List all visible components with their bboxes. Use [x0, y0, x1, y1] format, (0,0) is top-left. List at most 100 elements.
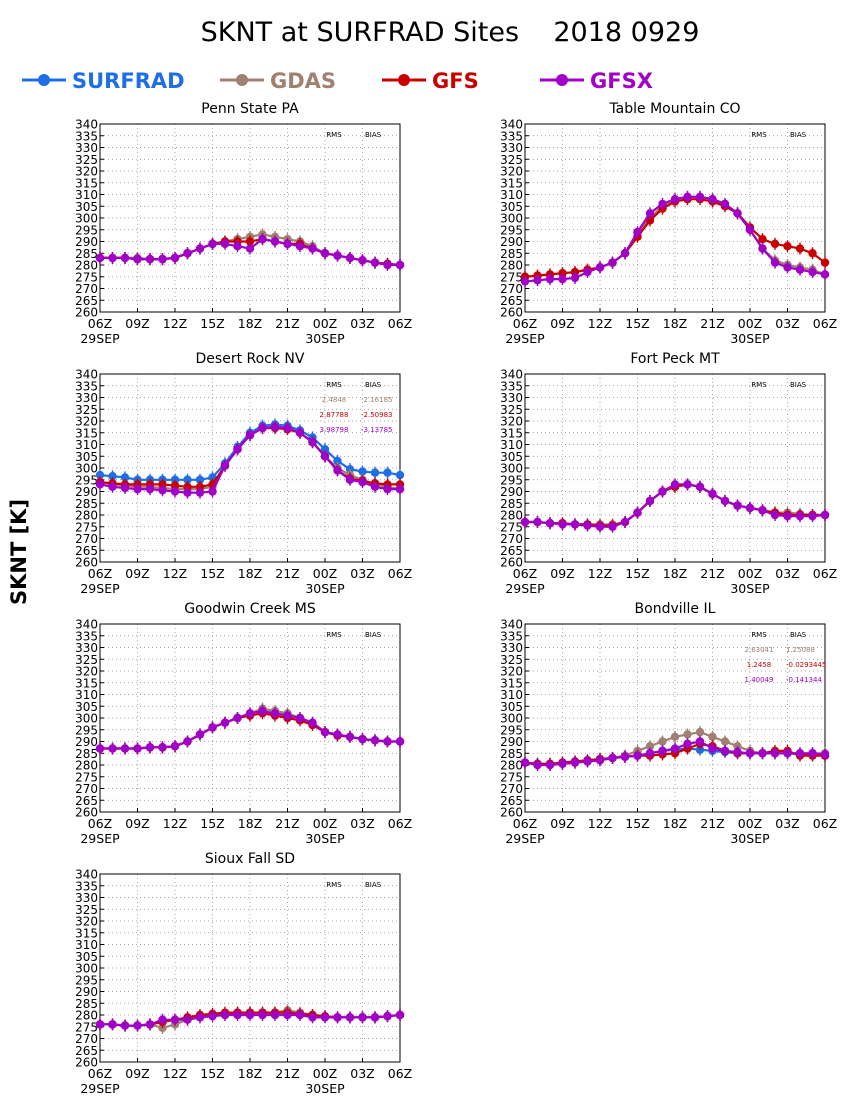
- y-tick-label: 310: [75, 938, 98, 952]
- y-tick-label: 325: [75, 653, 98, 667]
- date-label: 30SEP: [730, 581, 770, 596]
- y-tick-label: 315: [75, 926, 98, 940]
- y-tick-label: 315: [500, 426, 523, 440]
- legend-item-gfsx: GFSX: [540, 69, 653, 93]
- x-tick-label: 15Z: [625, 566, 649, 581]
- stats-header-rms: RMS: [751, 131, 767, 139]
- y-tick-label: 340: [75, 118, 98, 132]
- x-tick-label: 09Z: [125, 816, 149, 831]
- y-tick-label: 265: [75, 794, 98, 808]
- series-gfsx: [95, 233, 405, 271]
- y-tick-label: 340: [75, 618, 98, 632]
- x-tick-label: 18Z: [663, 316, 687, 331]
- stats-header-rms: RMS: [326, 631, 342, 639]
- x-tick-label: 09Z: [550, 816, 574, 831]
- y-tick-label: 320: [75, 415, 98, 429]
- stats-bias: -3.13785: [361, 426, 392, 434]
- y-tick-label: 335: [500, 129, 523, 143]
- y-tick-label: 285: [75, 747, 98, 761]
- y-tick-label: 275: [75, 270, 98, 284]
- x-tick-label: 09Z: [125, 316, 149, 331]
- y-tick-label: 270: [500, 532, 523, 546]
- stats-rms: 3.98798: [320, 426, 349, 434]
- x-tick-label: 15Z: [200, 566, 224, 581]
- series-gfsx: [520, 735, 830, 771]
- y-tick-label: 300: [500, 712, 523, 726]
- y-tick-label: 330: [75, 141, 98, 155]
- legend-item-gfs: GFS: [382, 69, 479, 93]
- y-tick-label: 310: [75, 438, 98, 452]
- y-tick-label: 340: [500, 618, 523, 632]
- y-tick-label: 295: [75, 473, 98, 487]
- x-tick-label: 15Z: [200, 316, 224, 331]
- y-tick-label: 265: [500, 294, 523, 308]
- panel-title: Table Mountain CO: [608, 101, 740, 117]
- y-tick-label: 320: [500, 665, 523, 679]
- series-gfs: [520, 193, 830, 283]
- panel-title: Sioux Fall SD: [205, 851, 295, 867]
- y-tick-label: 315: [500, 176, 523, 190]
- y-tick-label: 330: [500, 641, 523, 655]
- grid: [525, 374, 825, 562]
- x-tick-label: 06Z: [513, 816, 537, 831]
- y-tick-label: 270: [75, 1032, 98, 1046]
- y-tick-label: 270: [75, 532, 98, 546]
- stats-bias: -2.16185: [361, 396, 392, 404]
- x-tick-label: 21Z: [275, 566, 299, 581]
- grid: [525, 124, 825, 312]
- y-tick-label: 315: [75, 676, 98, 690]
- x-tick-label: 09Z: [550, 316, 574, 331]
- x-tick-label: 06Z: [388, 816, 412, 831]
- y-tick-label: 305: [500, 200, 523, 214]
- y-tick-label: 315: [500, 676, 523, 690]
- stats-bias: -0.0293445: [786, 661, 826, 669]
- y-tick-label: 335: [75, 879, 98, 893]
- y-tick-label: 325: [500, 153, 523, 167]
- stats-rms: 2.87788: [320, 411, 349, 419]
- date-label: 29SEP: [505, 581, 545, 596]
- y-tick-label: 305: [75, 700, 98, 714]
- x-tick-label: 03Z: [775, 566, 799, 581]
- y-tick-label: 305: [500, 450, 523, 464]
- y-tick-label: 270: [75, 782, 98, 796]
- chart-panel: Fort Peck MT2602652702752802852902953003…: [500, 351, 837, 596]
- y-tick-label: 330: [500, 391, 523, 405]
- y-tick-label: 260: [75, 1056, 98, 1070]
- y-tick-label: 325: [75, 903, 98, 917]
- series-surfrad: [95, 418, 405, 486]
- y-tick-label: 320: [500, 415, 523, 429]
- grid: [100, 624, 400, 812]
- x-tick-label: 15Z: [200, 1066, 224, 1081]
- x-tick-label: 03Z: [350, 816, 374, 831]
- x-tick-label: 06Z: [88, 566, 112, 581]
- y-tick-label: 260: [75, 306, 98, 320]
- x-tick-label: 21Z: [275, 316, 299, 331]
- y-tick-label: 340: [75, 868, 98, 882]
- y-tick-label: 300: [75, 712, 98, 726]
- y-tick-label: 325: [75, 153, 98, 167]
- y-tick-label: 340: [500, 368, 523, 382]
- x-tick-label: 06Z: [388, 566, 412, 581]
- y-tick-label: 285: [500, 497, 523, 511]
- y-tick-label: 305: [75, 200, 98, 214]
- series-gfsx: [95, 704, 405, 755]
- x-tick-label: 12Z: [163, 316, 187, 331]
- x-tick-label: 18Z: [238, 566, 262, 581]
- y-tick-label: 325: [500, 653, 523, 667]
- y-tick-label: 280: [75, 259, 98, 273]
- y-tick-label: 335: [500, 629, 523, 643]
- date-label: 29SEP: [80, 331, 120, 346]
- stats-bias: -0.141344: [786, 676, 822, 684]
- y-tick-label: 290: [500, 235, 523, 249]
- x-tick-label: 03Z: [775, 816, 799, 831]
- y-tick-label: 315: [75, 176, 98, 190]
- date-label: 30SEP: [730, 331, 770, 346]
- y-tick-label: 285: [500, 747, 523, 761]
- panel-title: Penn State PA: [201, 101, 299, 117]
- legend: SURFRAD GDAS GFS GFSX: [22, 69, 653, 93]
- x-tick-label: 09Z: [550, 566, 574, 581]
- legend-item-surfrad: SURFRAD: [22, 69, 185, 93]
- stats-bias: -2.50983: [361, 411, 392, 419]
- x-tick-label: 00Z: [738, 816, 762, 831]
- y-tick-label: 265: [75, 294, 98, 308]
